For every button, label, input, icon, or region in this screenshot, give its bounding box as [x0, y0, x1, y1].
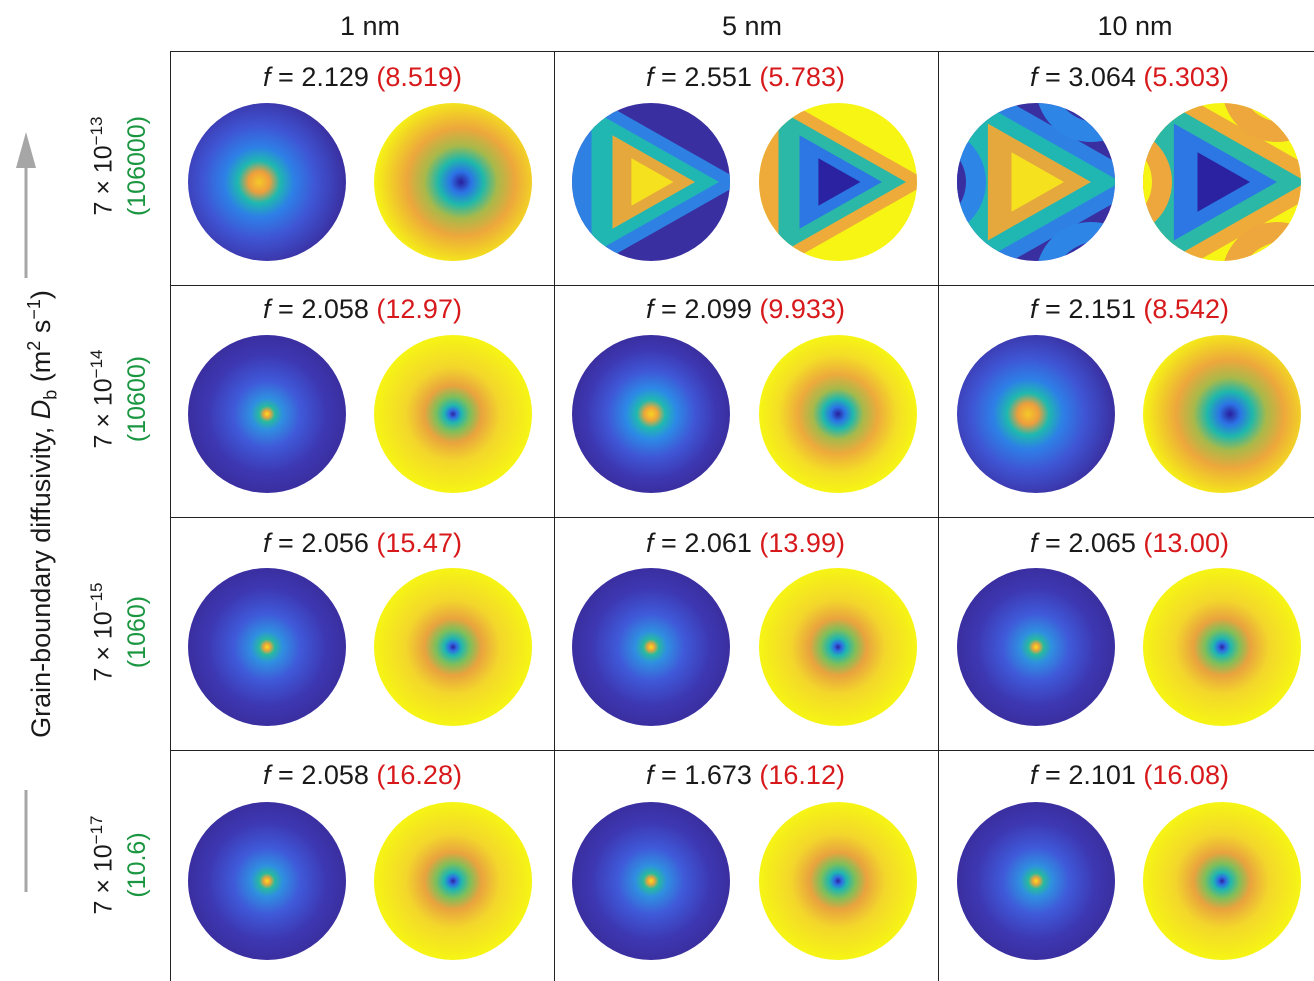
cell-label-r3c3: f = 2.065 (13.00) [1030, 528, 1229, 558]
y-axis-arrow [16, 132, 36, 892]
cell-label-r4c1: f = 2.058 (16.28) [263, 760, 462, 790]
grid-divider [554, 52, 555, 981]
cell-label-r2c1: f = 2.058 (12.97) [263, 294, 462, 324]
concentration-disc-r1c3-left [957, 103, 1115, 261]
concentration-disc-r3c1-right [374, 568, 532, 726]
concentration-disc-r2c1-right [374, 335, 532, 493]
concentration-disc-r1c2-right [759, 103, 917, 261]
cell-label-r2c2: f = 2.099 (9.933) [646, 294, 845, 324]
grid-divider [171, 517, 1314, 518]
concentration-disc-r1c2-left [572, 103, 730, 261]
cell-label-r1c2: f = 2.551 (5.783) [646, 62, 845, 92]
concentration-disc-r3c3-right [1143, 568, 1301, 726]
concentration-disc-r4c3-left [957, 802, 1115, 960]
concentration-disc-r2c2-left [572, 335, 730, 493]
column-header-10nm: 10 nm [1097, 11, 1173, 41]
concentration-disc-r4c2-left [572, 802, 730, 960]
concentration-disc-r3c2-left [572, 568, 730, 726]
concentration-disc-r3c1-left [188, 568, 346, 726]
grid-divider [171, 750, 1314, 751]
concentration-disc-r4c2-right [759, 802, 917, 960]
cell-label-r3c1: f = 2.056 (15.47) [263, 528, 462, 558]
concentration-disc-r4c1-left [188, 802, 346, 960]
cell-label-r4c3: f = 2.101 (16.08) [1030, 760, 1229, 790]
concentration-disc-r3c2-right [759, 568, 917, 726]
concentration-disc-r2c3-right [1143, 335, 1301, 493]
grid-divider [171, 285, 1314, 286]
cell-label-r3c2: f = 2.061 (13.99) [646, 528, 845, 558]
column-header-1nm: 1 nm [339, 11, 401, 41]
cell-label-r4c2: f = 1.673 (16.12) [646, 760, 845, 790]
concentration-disc-r1c1-left [188, 103, 346, 261]
cell-label-r1c3: f = 3.064 (5.303) [1030, 62, 1229, 92]
concentration-disc-r4c3-right [1143, 802, 1301, 960]
concentration-disc-r2c2-right [759, 335, 917, 493]
cell-label-r1c1: f = 2.129 (8.519) [263, 62, 462, 92]
cell-label-r2c3: f = 2.151 (8.542) [1030, 294, 1229, 324]
concentration-disc-r1c1-right [374, 103, 532, 261]
concentration-disc-r4c1-right [374, 802, 532, 960]
column-header-5nm: 5 nm [721, 11, 783, 41]
concentration-disc-r3c3-left [957, 568, 1115, 726]
concentration-disc-r2c1-left [188, 335, 346, 493]
panel-grid [170, 51, 1314, 981]
grid-divider [938, 52, 939, 981]
concentration-disc-r2c3-left [957, 335, 1115, 493]
